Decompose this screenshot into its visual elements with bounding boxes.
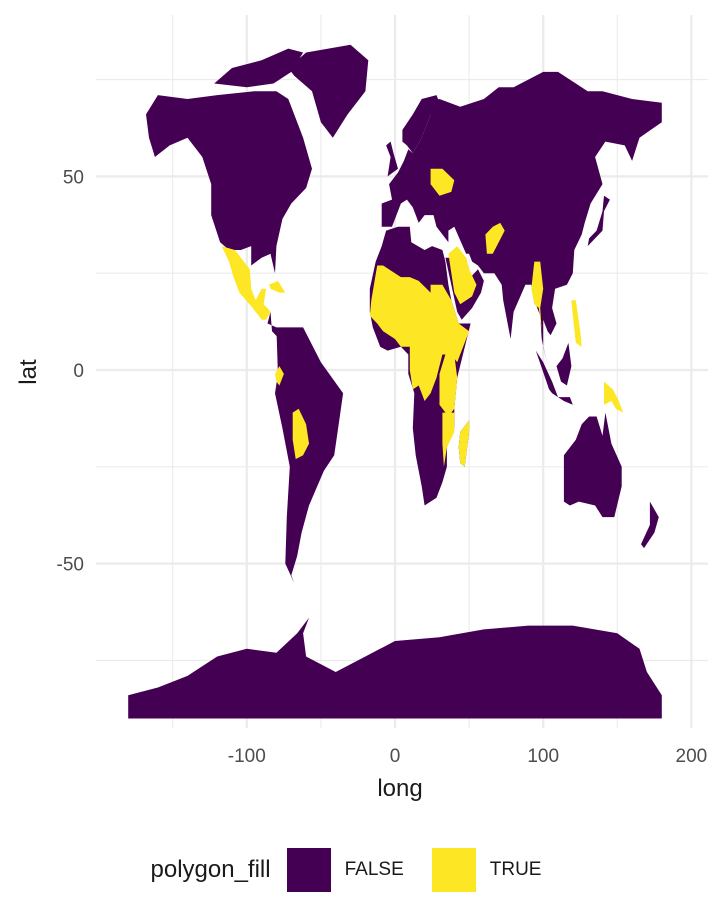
land-true-madagascar (458, 420, 470, 467)
land-eurasia (381, 71, 662, 367)
land-south-america (275, 327, 344, 583)
land-true-papua-new-guinea (604, 381, 624, 413)
land-true-bolivia (292, 408, 309, 460)
land-great-britain (386, 141, 398, 177)
land-borneo (556, 342, 572, 386)
land-scandinavia (402, 95, 440, 154)
x-axis-ticks: -100 0 100 200 (228, 746, 707, 767)
legend-title: polygon_fill (150, 856, 271, 883)
land-true-mozambique (442, 412, 455, 467)
land-antarctica (128, 617, 662, 719)
land-true-myanmar (531, 261, 544, 332)
land-greenland (288, 44, 369, 138)
land-true-ecuador (275, 366, 284, 386)
land-arctic-islands (214, 48, 304, 88)
legend-label-true: TRUE (489, 859, 542, 880)
land-true-cuba (269, 280, 286, 293)
x-tick-label: 0 (390, 746, 401, 767)
land-indonesia (535, 350, 573, 405)
legend-key-false (286, 848, 331, 892)
land-japan (587, 195, 610, 247)
land-true-saudi-arabia (448, 246, 477, 305)
legend-label-false: FALSE (344, 859, 404, 880)
land-true-philippines (571, 300, 582, 347)
land-true-east-africa (439, 354, 458, 417)
land-true-afghanistan (485, 222, 505, 254)
x-tick-label: -100 (228, 746, 266, 767)
land-true-sahel-central-africa (369, 265, 470, 401)
x-tick-label: 100 (527, 746, 559, 767)
land-true-guatemala-belize-honduras (258, 304, 271, 320)
y-tick-label: 50 (63, 167, 84, 188)
land-australia (563, 412, 622, 518)
legend: polygon_fill FALSE TRUE (0, 840, 720, 900)
land-true-polygons (221, 168, 624, 467)
legend-key-true (431, 848, 476, 892)
x-tick-label: 200 (676, 746, 708, 767)
y-tick-label: 0 (73, 361, 84, 382)
y-axis-ticks: -50 0 50 (57, 167, 84, 575)
y-tick-label: -50 (57, 555, 84, 576)
land-north-america (146, 91, 312, 274)
land-true-ukraine (430, 168, 455, 196)
land-central-america-south (267, 311, 280, 339)
y-axis-title: lat (15, 359, 42, 385)
land-true-mexico (221, 246, 267, 316)
land-new-zealand (641, 501, 659, 549)
x-axis-title: long (377, 775, 422, 802)
